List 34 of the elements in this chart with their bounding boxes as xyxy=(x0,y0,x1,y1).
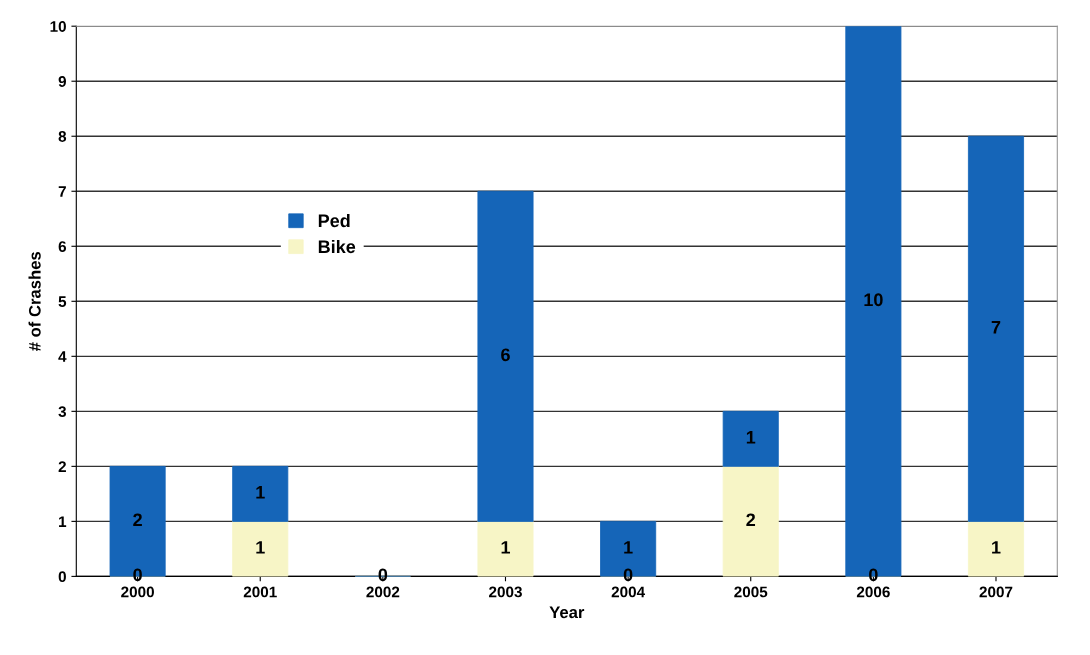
data-label: 1 xyxy=(746,431,756,444)
x-tick-label: 2007 xyxy=(979,586,1013,598)
x-tick-label: 2005 xyxy=(734,586,768,598)
y-tick-label: 4 xyxy=(58,351,67,362)
x-tick-label: 2006 xyxy=(856,586,890,598)
data-label: 1 xyxy=(624,541,633,554)
y-axis-title: # of Crashes xyxy=(28,251,41,352)
data-label: 1 xyxy=(501,541,511,554)
x-tick-label: 2002 xyxy=(366,586,400,598)
data-label: 2 xyxy=(746,513,756,527)
x-tick-label: 2000 xyxy=(121,586,154,598)
data-label: 7 xyxy=(991,321,1001,334)
x-tick-label: 2001 xyxy=(243,586,277,598)
x-axis-title: Year xyxy=(549,606,585,619)
data-label: 6 xyxy=(501,348,510,362)
y-tick-label: 0 xyxy=(58,571,66,583)
y-tick-label: 3 xyxy=(58,406,67,418)
y-tick-label: 6 xyxy=(58,241,67,252)
data-label: 1 xyxy=(256,486,265,499)
y-tick-label: 2 xyxy=(58,461,66,472)
y-tick-label: 10 xyxy=(50,21,66,32)
y-tick-label: 1 xyxy=(59,516,67,527)
data-label: 10 xyxy=(864,293,883,307)
data-label: 2 xyxy=(133,513,142,527)
y-tick-label: 7 xyxy=(58,186,66,197)
legend-label: Bike xyxy=(318,239,356,254)
data-label: 1 xyxy=(992,541,1001,554)
y-tick-label: 5 xyxy=(58,296,67,307)
y-tick-label: 8 xyxy=(58,131,67,142)
data-label: 1 xyxy=(256,541,265,554)
x-tick-label: 2004 xyxy=(611,586,646,598)
x-tick-label: 2003 xyxy=(489,586,522,598)
legend-label: Ped xyxy=(318,213,350,228)
y-tick-label: 9 xyxy=(58,76,67,87)
